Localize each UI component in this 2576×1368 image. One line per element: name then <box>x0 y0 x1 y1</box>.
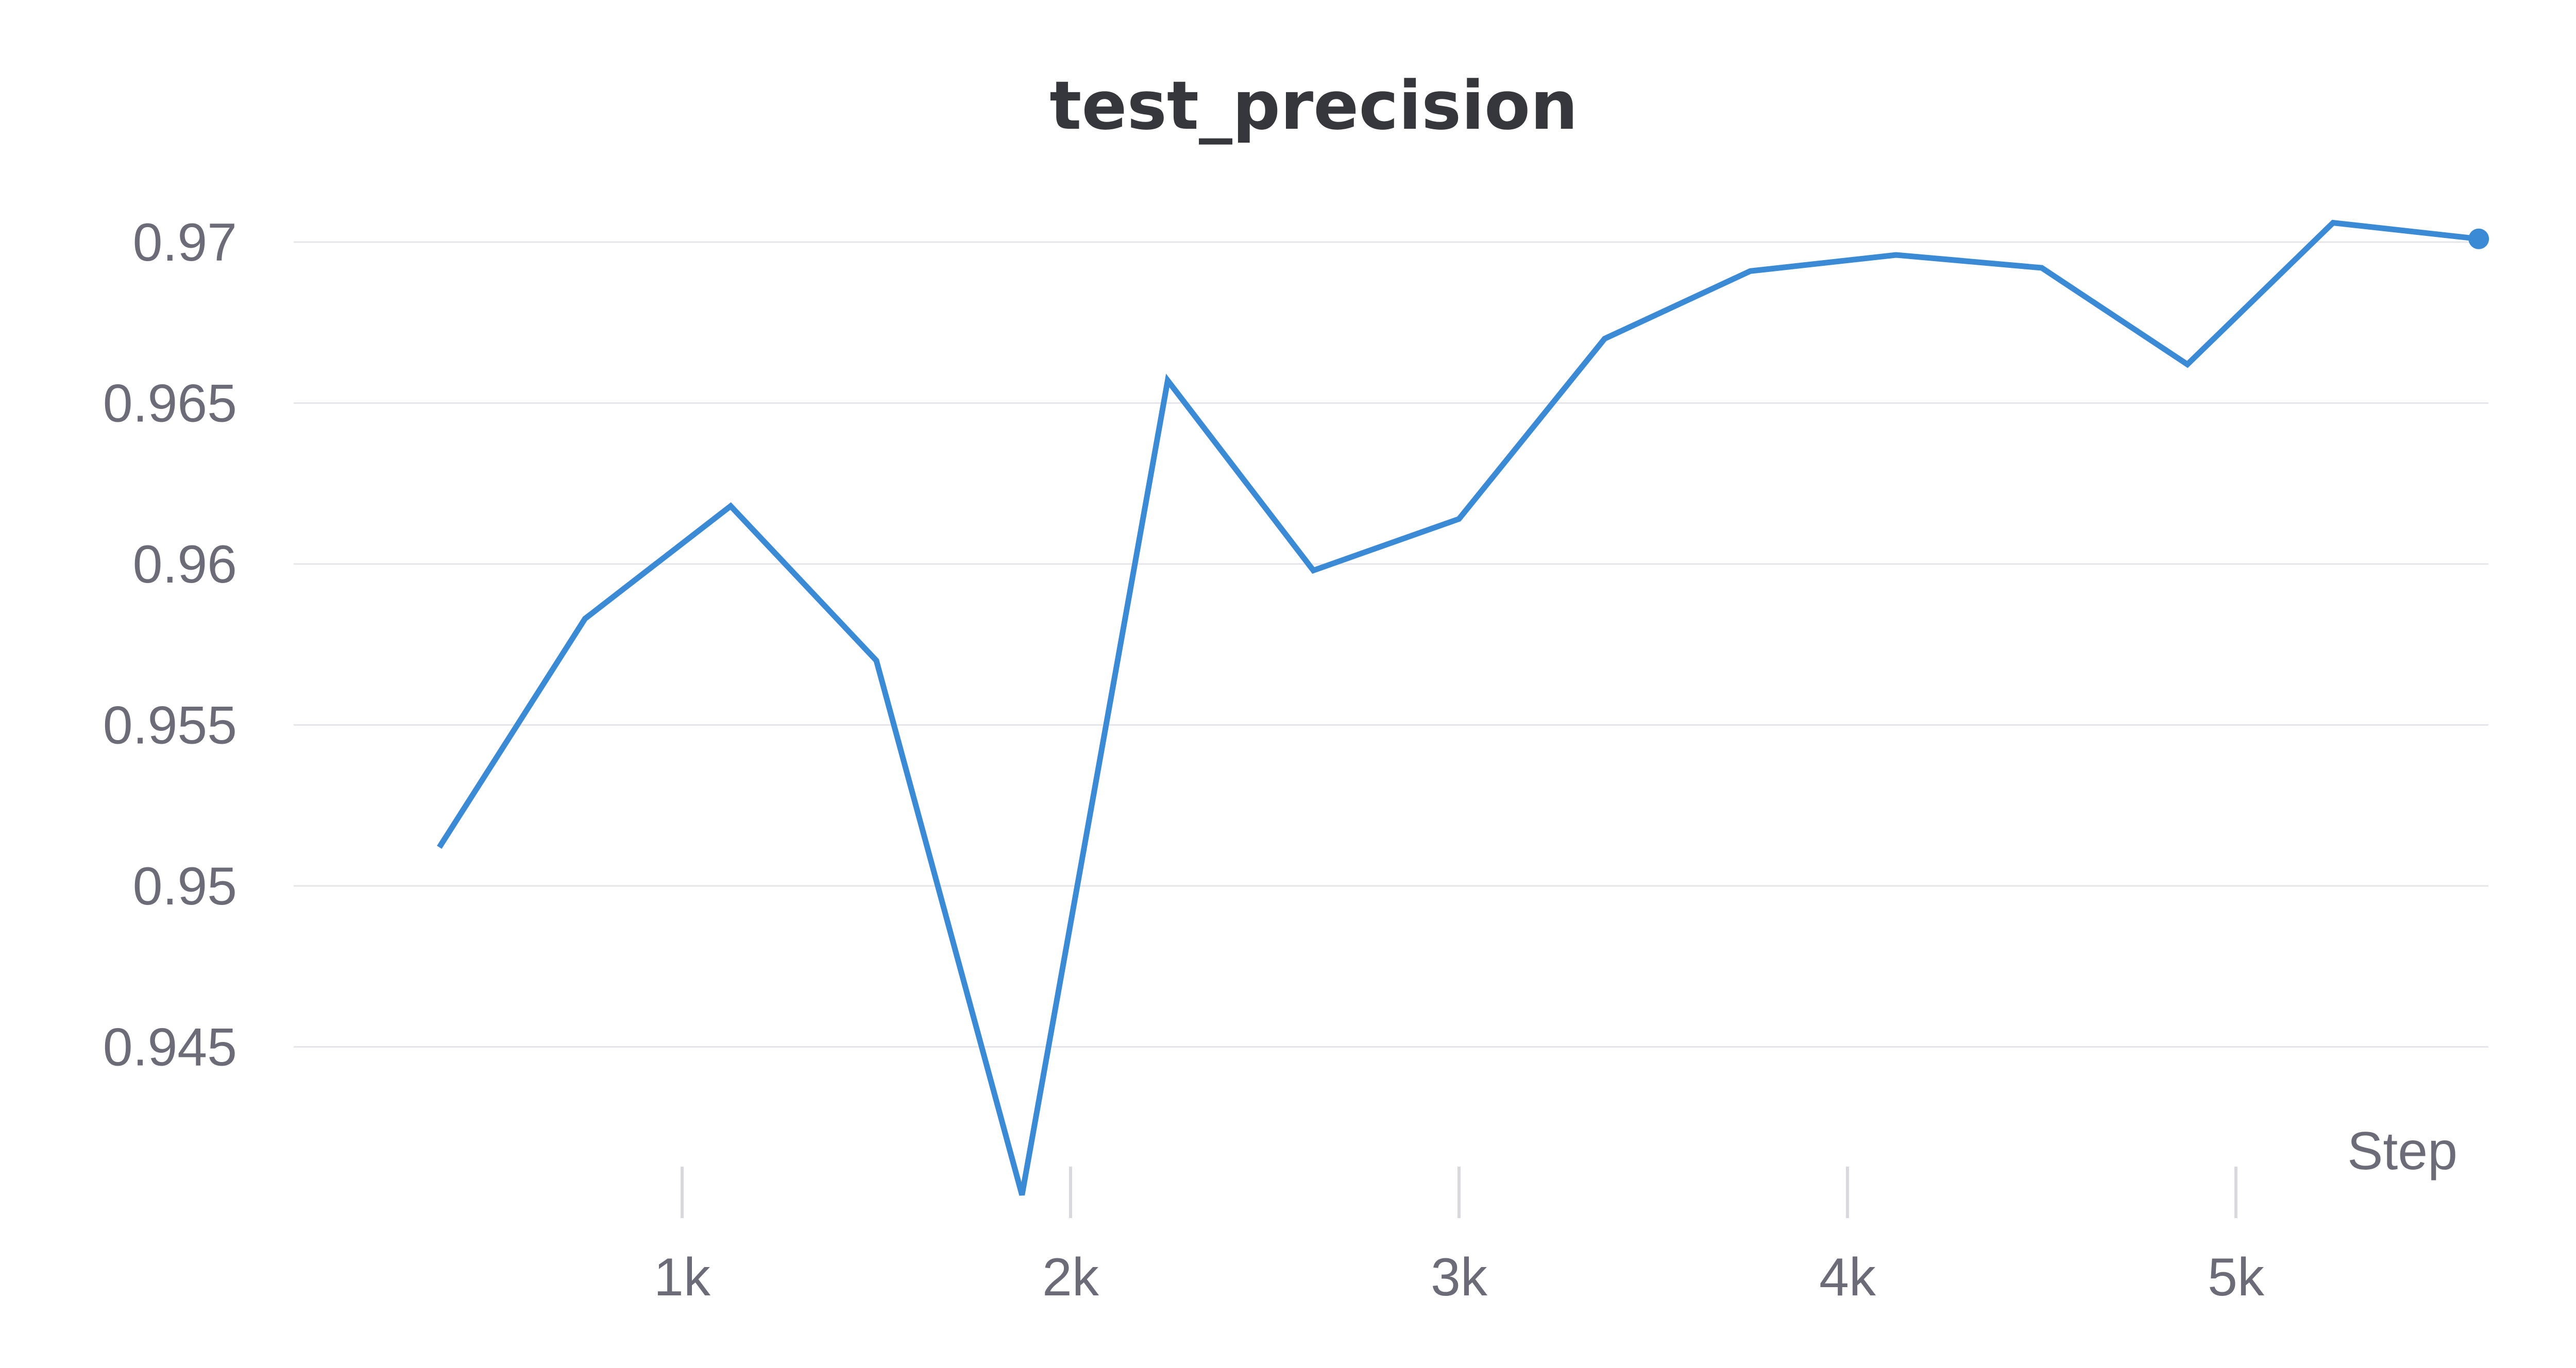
x-tick-label: 1k <box>654 1247 711 1307</box>
x-axis-label: Step <box>2347 1121 2458 1181</box>
x-tick-label: 4k <box>1819 1247 1876 1307</box>
series-line <box>437 219 2479 1196</box>
x-tick-label: 2k <box>1042 1247 1099 1307</box>
y-tick-label: 0.955 <box>103 696 237 756</box>
x-axis-ticks: 1k 2k 3k 4k 5k <box>654 1167 2265 1307</box>
y-tick-label: 0.945 <box>103 1018 237 1078</box>
y-tick-label: 0.96 <box>133 535 237 594</box>
y-tick-label: 0.95 <box>133 857 237 916</box>
y-tick-label: 0.965 <box>103 374 237 434</box>
y-tick-label: 0.97 <box>133 213 237 272</box>
last-point-marker <box>2468 228 2489 249</box>
grid-lines <box>294 241 2488 1048</box>
x-tick-label: 5k <box>2208 1247 2265 1307</box>
x-tick-label: 3k <box>1431 1247 1488 1307</box>
series-layer <box>437 219 2489 1196</box>
y-axis-ticks: 0.945 0.95 0.955 0.96 0.965 0.97 <box>103 213 237 1078</box>
chart-title: test_precision <box>1049 66 1578 145</box>
